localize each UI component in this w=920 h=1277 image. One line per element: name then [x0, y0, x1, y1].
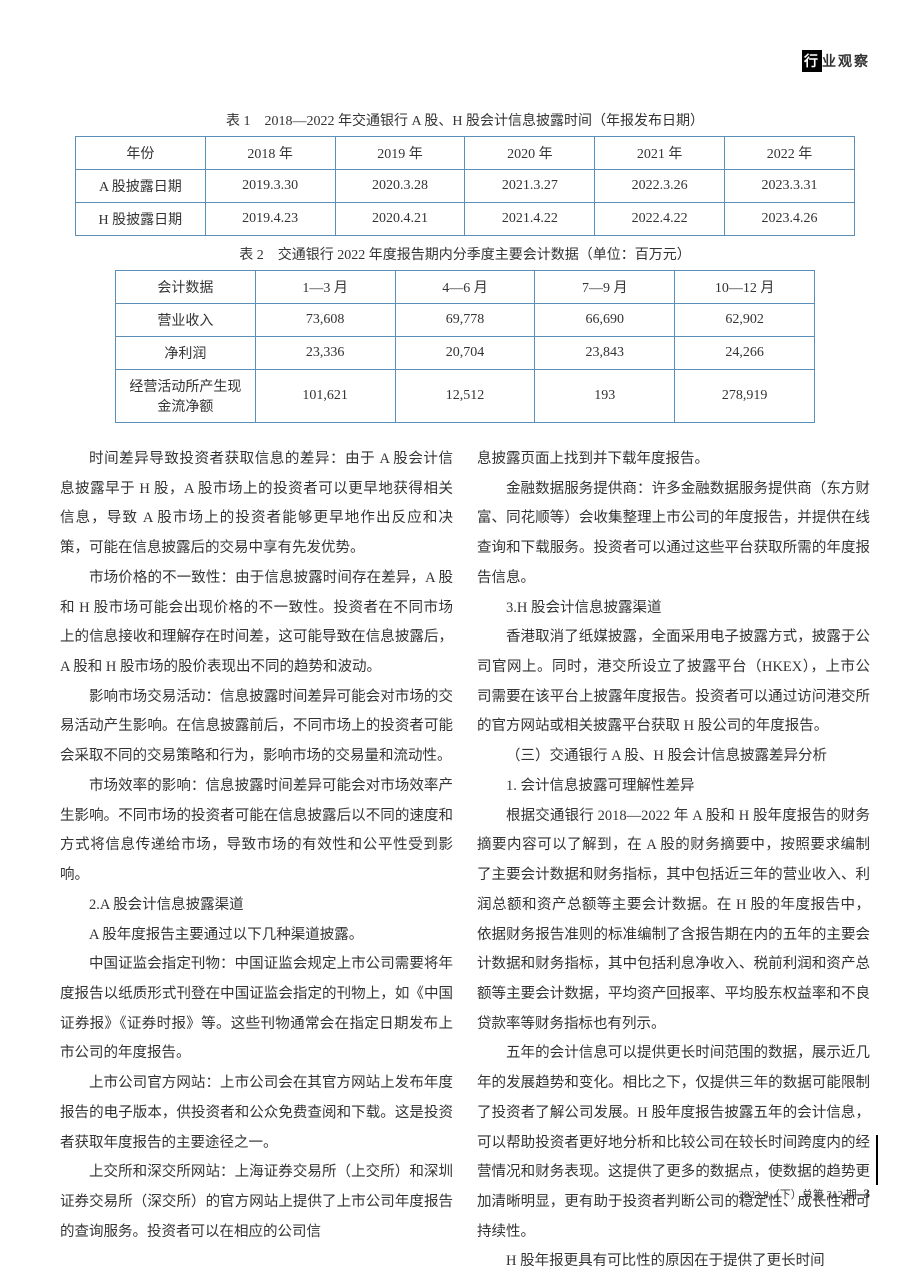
paragraph: 时间差异导致投资者获取信息的差异：由于 A 股会计信息披露早于 H 股，A 股市… [60, 445, 453, 564]
cell: 2019.4.23 [205, 203, 335, 236]
paragraph: 市场效率的影响：信息披露时间差异可能会对市场效率产生影响。不同市场的投资者可能在… [60, 772, 453, 891]
table2-caption: 表 2 交通银行 2022 年度报告期内分季度主要会计数据（单位：百万元） [60, 244, 870, 264]
body-columns: 时间差异导致投资者获取信息的差异：由于 A 股会计信息披露早于 H 股，A 股市… [60, 445, 870, 1277]
paragraph: 市场价格的不一致性：由于信息披露时间存在差异，A 股和 H 股市场可能会出现价格… [60, 564, 453, 683]
cell: 66,690 [535, 304, 675, 337]
cell: 69,778 [395, 304, 535, 337]
table1: 年份 2018 年 2019 年 2020 年 2021 年 2022 年 A … [75, 136, 855, 236]
cell: 2021.4.22 [465, 203, 595, 236]
paragraph: 五年的会计信息可以提供更长时间范围的数据，展示近几年的发展趋势和变化。相比之下，… [477, 1039, 870, 1247]
table-row: A 股披露日期 2019.3.30 2020.3.28 2021.3.27 20… [76, 170, 855, 203]
th: 1—3 月 [255, 271, 395, 304]
th: 10—12 月 [675, 271, 815, 304]
cell: 62,902 [675, 304, 815, 337]
paragraph: A 股年度报告主要通过以下几种渠道披露。 [60, 921, 453, 951]
footer-divider [876, 1135, 878, 1185]
paragraph: （三）交通银行 A 股、H 股会计信息披露差异分析 [477, 742, 870, 772]
paragraph: 根据交通银行 2018—2022 年 A 股和 H 股年度报告的财务摘要内容可以… [477, 802, 870, 1040]
cell: 净利润 [116, 337, 256, 370]
cell: 101,621 [255, 370, 395, 423]
paragraph: 上交所和深交所网站：上海证券交易所（上交所）和深圳证券交易所（深交所）的官方网站… [60, 1158, 453, 1247]
table-row: H 股披露日期 2019.4.23 2020.4.21 2021.4.22 20… [76, 203, 855, 236]
table-row: 营业收入 73,608 69,778 66,690 62,902 [116, 304, 815, 337]
page-footer: 2023.8（下）总第 312 期 3 [739, 1186, 871, 1202]
th: 2018 年 [205, 137, 335, 170]
cell: 经营活动所产生现金流净额 [116, 370, 256, 423]
left-column: 时间差异导致投资者获取信息的差异：由于 A 股会计信息披露早于 H 股，A 股市… [60, 445, 453, 1277]
paragraph: 2.A 股会计信息披露渠道 [60, 891, 453, 921]
cell: 2023.3.31 [725, 170, 855, 203]
cell: 20,704 [395, 337, 535, 370]
cell: 2022.4.22 [595, 203, 725, 236]
paragraph: 1. 会计信息披露可理解性差异 [477, 772, 870, 802]
cell: 278,919 [675, 370, 815, 423]
cell: 2020.3.28 [335, 170, 465, 203]
paragraph: 上市公司官方网站：上市公司会在其官方网站上发布年度报告的电子版本，供投资者和公众… [60, 1069, 453, 1158]
cell: 12,512 [395, 370, 535, 423]
cell: 营业收入 [116, 304, 256, 337]
cell: 23,336 [255, 337, 395, 370]
paragraph: H 股年报更具有可比性的原因在于提供了更长时间 [477, 1247, 870, 1277]
cell: 193 [535, 370, 675, 423]
table-row: 经营活动所产生现金流净额 101,621 12,512 193 278,919 [116, 370, 815, 423]
paragraph: 影响市场交易活动：信息披露时间差异可能会对市场的交易活动产生影响。在信息披露前后… [60, 683, 453, 772]
cell: 23,843 [535, 337, 675, 370]
th: 4—6 月 [395, 271, 535, 304]
table2: 会计数据 1—3 月 4—6 月 7—9 月 10—12 月 营业收入 73,6… [115, 270, 815, 423]
cell: H 股披露日期 [76, 203, 206, 236]
content: 表 1 2018—2022 年交通银行 A 股、H 股会计信息披露时间（年报发布… [60, 110, 870, 1277]
right-column: 息披露页面上找到并下载年度报告。 金融数据服务提供商：许多金融数据服务提供商（东… [477, 445, 870, 1277]
table-row: 年份 2018 年 2019 年 2020 年 2021 年 2022 年 [76, 137, 855, 170]
cell: 2022.3.26 [595, 170, 725, 203]
th: 2020 年 [465, 137, 595, 170]
th: 会计数据 [116, 271, 256, 304]
paragraph: 香港取消了纸媒披露，全面采用电子披露方式，披露于公司官网上。同时，港交所设立了披… [477, 623, 870, 742]
issue-info: 2023.8（下）总第 312 期 [739, 1189, 857, 1201]
table1-caption: 表 1 2018—2022 年交通银行 A 股、H 股会计信息披露时间（年报发布… [60, 110, 870, 130]
paragraph: 3.H 股会计信息披露渠道 [477, 594, 870, 624]
paragraph: 息披露页面上找到并下载年度报告。 [477, 445, 870, 475]
cell: 24,266 [675, 337, 815, 370]
header-rest: 业观察 [822, 55, 870, 70]
th: 2021 年 [595, 137, 725, 170]
th: 2019 年 [335, 137, 465, 170]
cell: 73,608 [255, 304, 395, 337]
paragraph: 中国证监会指定刊物：中国证监会规定上市公司需要将年度报告以纸质形式刊登在中国证监… [60, 950, 453, 1069]
section-header: 行业观察 [802, 50, 870, 72]
cell: 2020.4.21 [335, 203, 465, 236]
table-row: 会计数据 1—3 月 4—6 月 7—9 月 10—12 月 [116, 271, 815, 304]
cell: 2019.3.30 [205, 170, 335, 203]
paragraph: 金融数据服务提供商：许多金融数据服务提供商（东方财富、同花顺等）会收集整理上市公… [477, 475, 870, 594]
th: 7—9 月 [535, 271, 675, 304]
cell: 2021.3.27 [465, 170, 595, 203]
table-row: 净利润 23,336 20,704 23,843 24,266 [116, 337, 815, 370]
header-box: 行 [802, 50, 822, 72]
page-number: 3 [864, 1186, 871, 1201]
cell: A 股披露日期 [76, 170, 206, 203]
th: 年份 [76, 137, 206, 170]
cell: 2023.4.26 [725, 203, 855, 236]
th: 2022 年 [725, 137, 855, 170]
